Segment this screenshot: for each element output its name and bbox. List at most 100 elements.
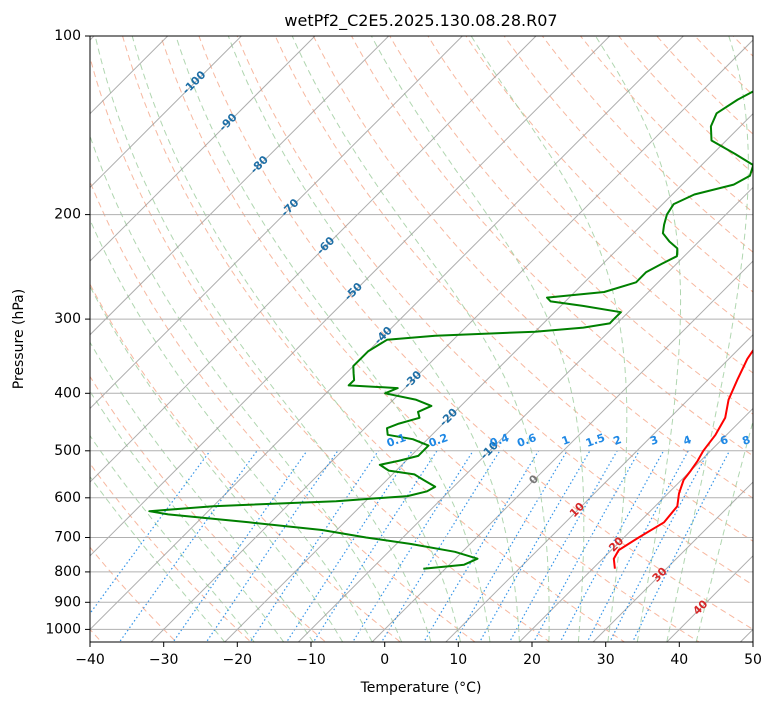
dry-adiabat bbox=[274, 36, 753, 542]
dry-adiabat bbox=[90, 462, 252, 642]
mixing-ratio-line bbox=[454, 450, 568, 642]
moist-adiabat bbox=[666, 36, 749, 642]
mixing-ratio-line bbox=[285, 450, 413, 642]
axis-ticks: −40 −30 −20 −10 0 10 20 30 40 5010020030040050060… bbox=[45, 28, 762, 668]
dry-adiabat bbox=[198, 36, 753, 630]
isotherm-line bbox=[90, 36, 464, 410]
sounding-series bbox=[148, 90, 753, 570]
y-tick-label: 200 bbox=[54, 207, 81, 223]
moist-adiabat bbox=[470, 36, 628, 642]
y-tick-label: 400 bbox=[54, 385, 81, 401]
x-tick-label: 40 bbox=[670, 652, 688, 668]
x-tick-label: −20 bbox=[223, 652, 253, 668]
mixing-ratio-label: 8 bbox=[740, 433, 752, 448]
y-tick-label: 1000 bbox=[45, 621, 81, 637]
moist-adiabat bbox=[595, 36, 682, 642]
moist-adiabat bbox=[175, 36, 491, 642]
temperature-profile bbox=[612, 348, 753, 569]
isotherm-line bbox=[90, 36, 685, 631]
mixing-ratio-label: 0.6 bbox=[515, 431, 538, 450]
isotherm-line bbox=[445, 334, 753, 642]
moist-adiabat bbox=[695, 419, 753, 642]
y-tick-label: 300 bbox=[54, 311, 81, 327]
isotherm-line bbox=[90, 36, 390, 336]
x-tick-label: 20 bbox=[523, 652, 541, 668]
mixing-ratio-line bbox=[423, 450, 540, 642]
x-axis-label: Temperature (°C) bbox=[360, 680, 482, 696]
isotherm-line bbox=[90, 36, 611, 557]
moist-adiabat bbox=[291, 36, 550, 642]
moist-adiabat bbox=[90, 285, 344, 642]
moist-adiabat bbox=[90, 475, 226, 642]
mixing-ratio-line bbox=[118, 450, 258, 642]
mixing-ratio-line bbox=[631, 450, 731, 642]
mixing-ratio-label: 0.1 bbox=[385, 431, 408, 450]
mixing-ratio-label: 1.5 bbox=[584, 431, 607, 450]
y-tick-label: 500 bbox=[54, 443, 81, 459]
mixing-ratio-line bbox=[312, 450, 438, 642]
dry-adiabat bbox=[90, 180, 476, 642]
plot-frame bbox=[89, 35, 754, 643]
plot-area: -100-90-80-70-60-50-40-30-20-10010203040… bbox=[90, 36, 753, 642]
dry-adiabat bbox=[465, 36, 753, 333]
dry-adiabat bbox=[656, 36, 753, 135]
pressure-gridlines bbox=[90, 36, 753, 630]
mixing-ratio-label: 0.4 bbox=[488, 431, 511, 450]
mixing-ratio-line bbox=[249, 450, 379, 642]
dry-adiabat bbox=[90, 55, 551, 642]
dewpoint-profile bbox=[148, 90, 753, 570]
x-tick-label: 50 bbox=[744, 652, 762, 668]
dry-adiabats bbox=[90, 36, 753, 642]
mixing-ratio-lines bbox=[90, 450, 731, 642]
isotherm-line bbox=[592, 481, 753, 642]
y-tick-label: 700 bbox=[54, 530, 81, 546]
moist-adiabat bbox=[370, 36, 585, 642]
mixing-ratio-line bbox=[532, 450, 640, 642]
mixing-ratio-line bbox=[479, 450, 591, 642]
x-tick-label: −30 bbox=[149, 652, 179, 668]
isotherm-line bbox=[90, 36, 316, 262]
y-tick-label: 800 bbox=[54, 564, 81, 580]
mixing-ratio-label: 6 bbox=[718, 433, 730, 448]
x-tick-label: 30 bbox=[597, 652, 615, 668]
moist-adiabat bbox=[131, 36, 461, 642]
mixing-ratio-label: 4 bbox=[681, 433, 693, 448]
mixing-ratio-line bbox=[205, 450, 339, 642]
isotherm-line bbox=[518, 407, 753, 642]
mixing-ratio-line bbox=[508, 450, 618, 642]
dry-adiabat bbox=[122, 36, 626, 642]
chart-title: wetPf2_C2E5.2025.130.08.28.R07 bbox=[284, 11, 557, 31]
isotherm-line bbox=[90, 36, 243, 189]
mixing-ratio-label: 1 bbox=[560, 433, 572, 448]
dry-adiabat bbox=[160, 36, 701, 642]
x-tick-label: −10 bbox=[296, 652, 326, 668]
mixing-ratio-line bbox=[559, 450, 665, 642]
moist-adiabat bbox=[94, 36, 432, 642]
isotherm-line bbox=[297, 186, 753, 642]
y-tick-label: 100 bbox=[54, 28, 81, 44]
y-tick-label: 900 bbox=[54, 594, 81, 610]
mixing-ratio-label: 3 bbox=[648, 433, 660, 448]
mixing-ratio-line bbox=[172, 450, 308, 642]
moist-adiabat bbox=[90, 390, 285, 642]
dry-adiabat bbox=[236, 36, 753, 586]
x-tick-label: 0 bbox=[380, 652, 389, 668]
moist-adiabat bbox=[90, 341, 314, 642]
moist-adiabat bbox=[90, 434, 255, 642]
dry-adiabat bbox=[350, 36, 753, 457]
moist-adiabat bbox=[227, 36, 520, 642]
isotherm-line bbox=[371, 260, 753, 642]
y-tick-label: 600 bbox=[54, 490, 81, 506]
isotherm-line bbox=[90, 36, 537, 483]
mixing-ratio-label: 0.2 bbox=[427, 431, 450, 450]
moist-adiabat bbox=[90, 218, 373, 642]
isotherms bbox=[90, 36, 753, 642]
x-tick-label: 10 bbox=[449, 652, 467, 668]
dry-adiabat bbox=[427, 36, 753, 374]
y-axis-label: Pressure (hPa) bbox=[11, 289, 27, 389]
mixing-ratio-label: 2 bbox=[612, 433, 624, 448]
dry-adiabat bbox=[90, 283, 402, 642]
x-tick-label: −40 bbox=[75, 652, 105, 668]
isotherm-line bbox=[150, 39, 753, 642]
